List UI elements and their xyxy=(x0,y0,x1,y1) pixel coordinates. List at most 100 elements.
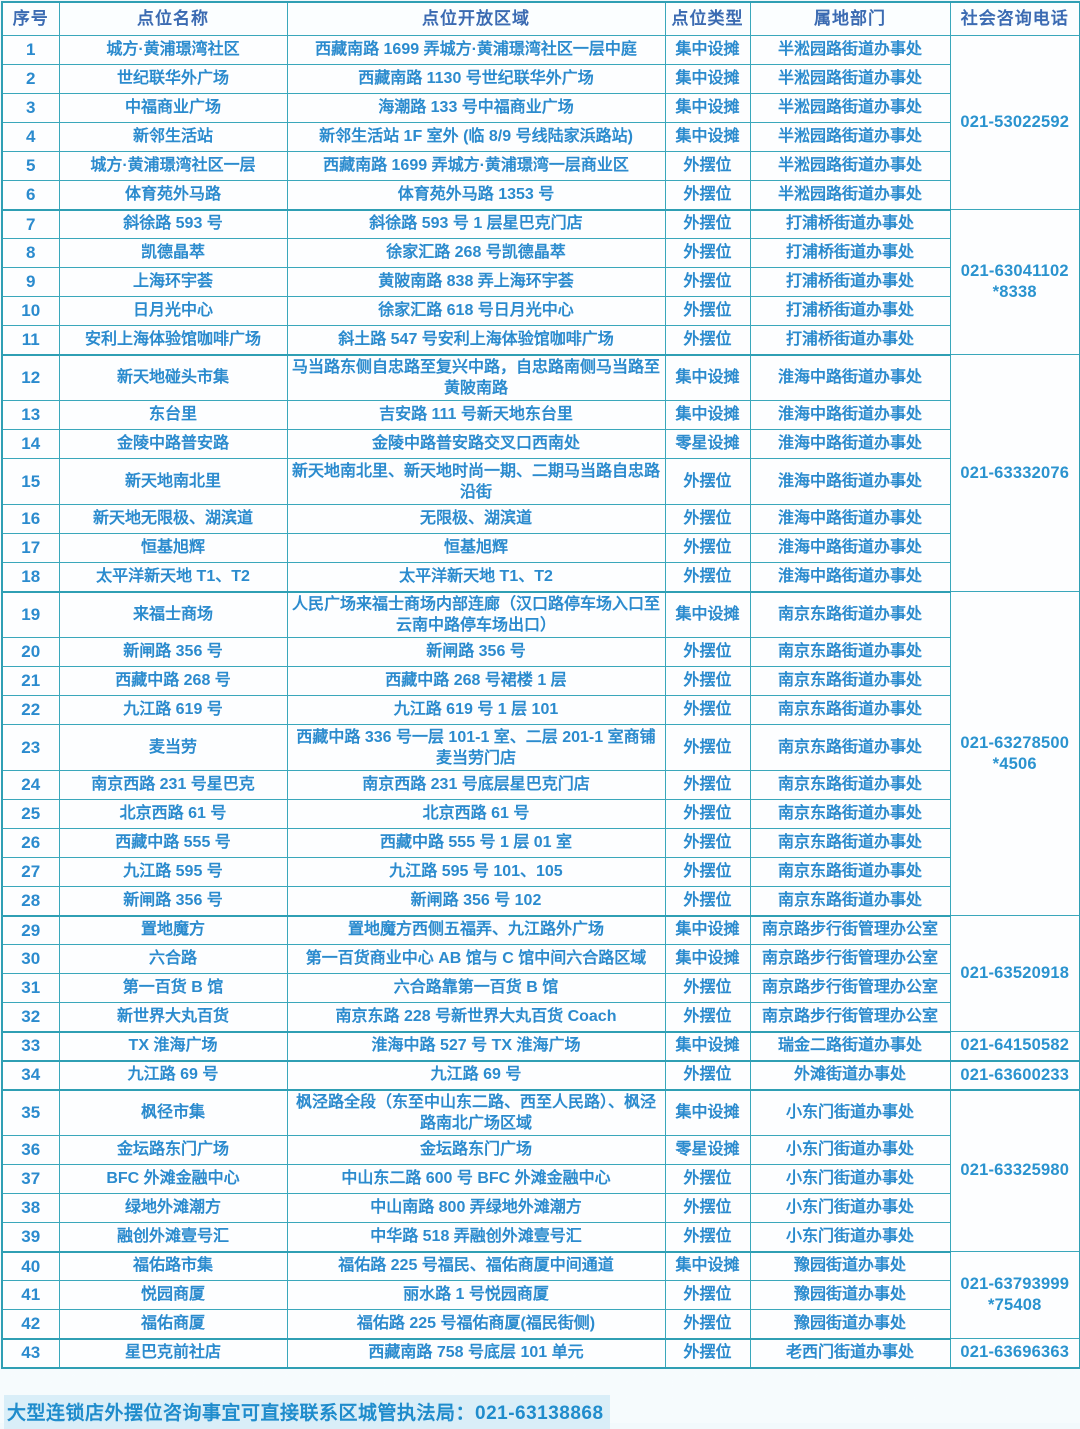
cell-point-type: 外摆位 xyxy=(664,267,751,297)
cell-index: 31 xyxy=(1,973,60,1003)
cell-department: 淮海中路街道办事处 xyxy=(749,562,951,593)
table-row: 28 新闸路 356 号新闸路 356 号 102 外摆位 南京东路街道办事处 xyxy=(1,886,1080,917)
cell-index: 23 xyxy=(1,724,60,771)
cell-index: 39 xyxy=(1,1222,60,1253)
cell-index: 27 xyxy=(1,857,60,887)
cell-point-type: 零星设摊 xyxy=(664,429,751,459)
cell-department: 半淞园路街道办事处 xyxy=(749,180,951,211)
cell-point-name: 城方·黄浦璟湾社区一层 xyxy=(58,151,288,181)
cell-point-type: 集中设摊 xyxy=(664,93,751,123)
table-row: 22 九江路 619 号九江路 619 号 1 层 101 外摆位 南京东路街道办事处 xyxy=(1,695,1080,725)
cell-index: 6 xyxy=(1,180,60,211)
table-row: 21 西藏中路 268 号西藏中路 268 号裙楼 1 层外摆位 南京东路街道办事处 xyxy=(1,666,1080,696)
cell-department: 豫园街道办事处 xyxy=(749,1309,951,1340)
cell-open-area: 斜土路 547 号安利上海体验馆咖啡广场 xyxy=(286,325,666,356)
table-row: 35 枫径市集 枫泾路全段（东至中山东二路、西至人民路）、枫泾路南北广场区域 集中设摊… xyxy=(1,1089,1080,1252)
cell-department: 南京东路街道办事处 xyxy=(749,695,951,725)
table-row: 8 凯德晶萃 徐家汇路 268 号凯德晶萃 外摆位 打浦桥街道办事处 xyxy=(1,238,1080,268)
cell-point-name: 九江路 69 号 xyxy=(58,1060,288,1091)
table-row: 30 六合路 第一百货商业中心 AB 馆与 C 馆中间六合路区域 集中设摊 南京路步行街… xyxy=(1,944,1080,974)
table-row: 26 西藏中路 555 号西藏中路 555 号 1 层 01 室外摆位 南京东路街道… xyxy=(1,828,1080,858)
cell-point-type: 集中设摊 xyxy=(664,1089,751,1136)
cell-point-type: 零星设摊 xyxy=(664,1135,751,1165)
cell-index: 26 xyxy=(1,828,60,858)
cell-open-area: 中山南路 800 弄绿地外滩潮方 xyxy=(286,1193,666,1223)
cell-open-area: 马当路东侧自忠路至复兴中路，自忠路南侧马当路至黄陂南路 xyxy=(286,354,666,401)
cell-point-type: 外摆位 xyxy=(664,724,751,771)
cell-department: 南京路步行街管理办公室 xyxy=(749,973,951,1003)
cell-open-area: 西藏南路 1699 弄城方·黄浦璟湾社区一层中庭 xyxy=(286,35,666,65)
cell-open-area: 恒基旭辉 xyxy=(286,533,666,563)
cell-index: 12 xyxy=(1,354,60,401)
cell-point-type: 外摆位 xyxy=(664,458,751,505)
table-row: 16 新天地无限极、湖滨道 无限极、湖滨道 外摆位 淮海中路街道办事处 xyxy=(1,504,1080,534)
cell-department: 淮海中路街道办事处 xyxy=(749,429,951,459)
cell-point-name: 九江路 595 号 xyxy=(58,857,288,887)
cell-consult-phone: 021-63520918 xyxy=(949,915,1080,1032)
cell-index: 24 xyxy=(1,770,60,800)
cell-index: 17 xyxy=(1,533,60,563)
cell-point-name: 来福士商场 xyxy=(58,591,288,638)
cell-point-type: 外摆位 xyxy=(664,666,751,696)
table-row: 18 太平洋新天地 T1、T2 太平洋新天地 T1、T2 外摆位 淮海中路街道办事处 xyxy=(1,562,1080,593)
table-row: 23 麦当劳 西藏中路 336 号一层 101-1 室、二层 201-1 室商铺麦当… xyxy=(1,724,1080,771)
table-row: 41 悦园商厦 丽水路 1 号悦园商厦 外摆位 豫园街道办事处 xyxy=(1,1280,1080,1310)
cell-index: 38 xyxy=(1,1193,60,1223)
cell-department: 南京东路街道办事处 xyxy=(749,799,951,829)
table-row: 17 恒基旭辉 恒基旭辉 外摆位 淮海中路街道办事处 xyxy=(1,533,1080,563)
table-row: 39 融创外滩壹号汇 中华路 518 弄融创外滩壹号汇 外摆位 小东门街道办事处 xyxy=(1,1222,1080,1253)
cell-open-area: 西藏南路 758 号底层 101 单元 xyxy=(286,1338,666,1369)
table-row: 27 九江路 595 号九江路 595 号 101、105 外摆位 南京东路街道办事处 xyxy=(1,857,1080,887)
table-row: 24 南京西路 231 号星巴克 南京西路 231 号底层星巴克门店 外摆位 南京东路街… xyxy=(1,770,1080,800)
cell-department: 外滩街道办事处 xyxy=(749,1060,951,1091)
cell-consult-phone: 021-63325980 xyxy=(949,1089,1080,1252)
table-header: 序号 点位名称 点位开放区域 点位类型 属地部门 社会咨询电话 xyxy=(1,1,1080,36)
column-header-4: 属地部门 xyxy=(749,1,951,36)
cell-open-area: 西藏南路 1699 弄城方·黄浦璟湾一层商业区 xyxy=(286,151,666,181)
cell-open-area: 福佑路 225 号福佑商厦(福民街侧) xyxy=(286,1309,666,1340)
cell-point-type: 集中设摊 xyxy=(664,915,751,945)
cell-point-type: 集中设摊 xyxy=(664,591,751,638)
cell-department: 打浦桥街道办事处 xyxy=(749,325,951,356)
table-row: 5 城方·黄浦璟湾社区一层 西藏南路 1699 弄城方·黄浦璟湾一层商业区 外摆位 半淞… xyxy=(1,151,1080,181)
cell-point-name: 新天地碰头市集 xyxy=(58,354,288,401)
table-row: 31 第一百货 B 馆六合路靠第一百货 B 馆外摆位 南京路步行街管理办公室 xyxy=(1,973,1080,1003)
cell-open-area: 斜徐路 593 号 1 层星巴克门店 xyxy=(286,209,666,239)
cell-point-name: 融创外滩壹号汇 xyxy=(58,1222,288,1253)
table-row: 12 新天地碰头市集 马当路东侧自忠路至复兴中路，自忠路南侧马当路至黄陂南路 集中设摊… xyxy=(1,354,1080,592)
cell-point-type: 集中设摊 xyxy=(664,944,751,974)
cell-open-area: 海潮路 133 号中福商业广场 xyxy=(286,93,666,123)
cell-open-area: 置地魔方西侧五福弄、九江路外广场 xyxy=(286,915,666,945)
cell-point-name: 安利上海体验馆咖啡广场 xyxy=(58,325,288,356)
cell-point-type: 集中设摊 xyxy=(664,1031,751,1062)
cell-point-name: 西藏中路 268 号 xyxy=(58,666,288,696)
cell-department: 南京东路街道办事处 xyxy=(749,591,951,638)
cell-open-area: 福佑路 225 号福民、福佑商厦中间通道 xyxy=(286,1251,666,1281)
cell-point-name: 世纪联华外广场 xyxy=(58,64,288,94)
cell-point-name: 东台里 xyxy=(58,400,288,430)
table-row: 1 城方·黄浦璟湾社区 西藏南路 1699 弄城方·黄浦璟湾社区一层中庭 集中设摊 半淞… xyxy=(1,35,1080,210)
cell-department: 南京路步行街管理办公室 xyxy=(749,915,951,945)
table-row: 3 中福商业广场 海潮路 133 号中福商业广场 集中设摊 半淞园路街道办事处 xyxy=(1,93,1080,123)
cell-open-area: 金陵中路普安路交叉口西南处 xyxy=(286,429,666,459)
cell-open-area: 新邻生活站 1F 室外 (临 8/9 号线陆家浜路站) xyxy=(286,122,666,152)
cell-department: 南京东路街道办事处 xyxy=(749,886,951,917)
table-row: 37 BFC 外滩金融中心 中山东二路 600 号 BFC 外滩金融中心 外摆位 小东门… xyxy=(1,1164,1080,1194)
cell-index: 35 xyxy=(1,1089,60,1136)
cell-open-area: 西藏中路 555 号 1 层 01 室 xyxy=(286,828,666,858)
cell-point-name: 新闸路 356 号 xyxy=(58,886,288,917)
table-row: 9 上海环宇荟 黄陂南路 838 弄上海环宇荟 外摆位 打浦桥街道办事处 xyxy=(1,267,1080,297)
cell-index: 14 xyxy=(1,429,60,459)
table-row: 38 绿地外滩潮方 中山南路 800 弄绿地外滩潮方 外摆位 小东门街道办事处 xyxy=(1,1193,1080,1223)
cell-index: 25 xyxy=(1,799,60,829)
cell-open-area: 金坛路东门广场 xyxy=(286,1135,666,1165)
cell-department: 淮海中路街道办事处 xyxy=(749,533,951,563)
cell-department: 淮海中路街道办事处 xyxy=(749,400,951,430)
cell-department: 小东门街道办事处 xyxy=(749,1222,951,1253)
cell-index: 5 xyxy=(1,151,60,181)
cell-point-type: 外摆位 xyxy=(664,296,751,326)
cell-point-type: 外摆位 xyxy=(664,151,751,181)
cell-point-type: 外摆位 xyxy=(664,1060,751,1091)
cell-department: 淮海中路街道办事处 xyxy=(749,458,951,505)
table-row: 13 东台里 吉安路 111 号新天地东台里 集中设摊 淮海中路街道办事处 xyxy=(1,400,1080,430)
